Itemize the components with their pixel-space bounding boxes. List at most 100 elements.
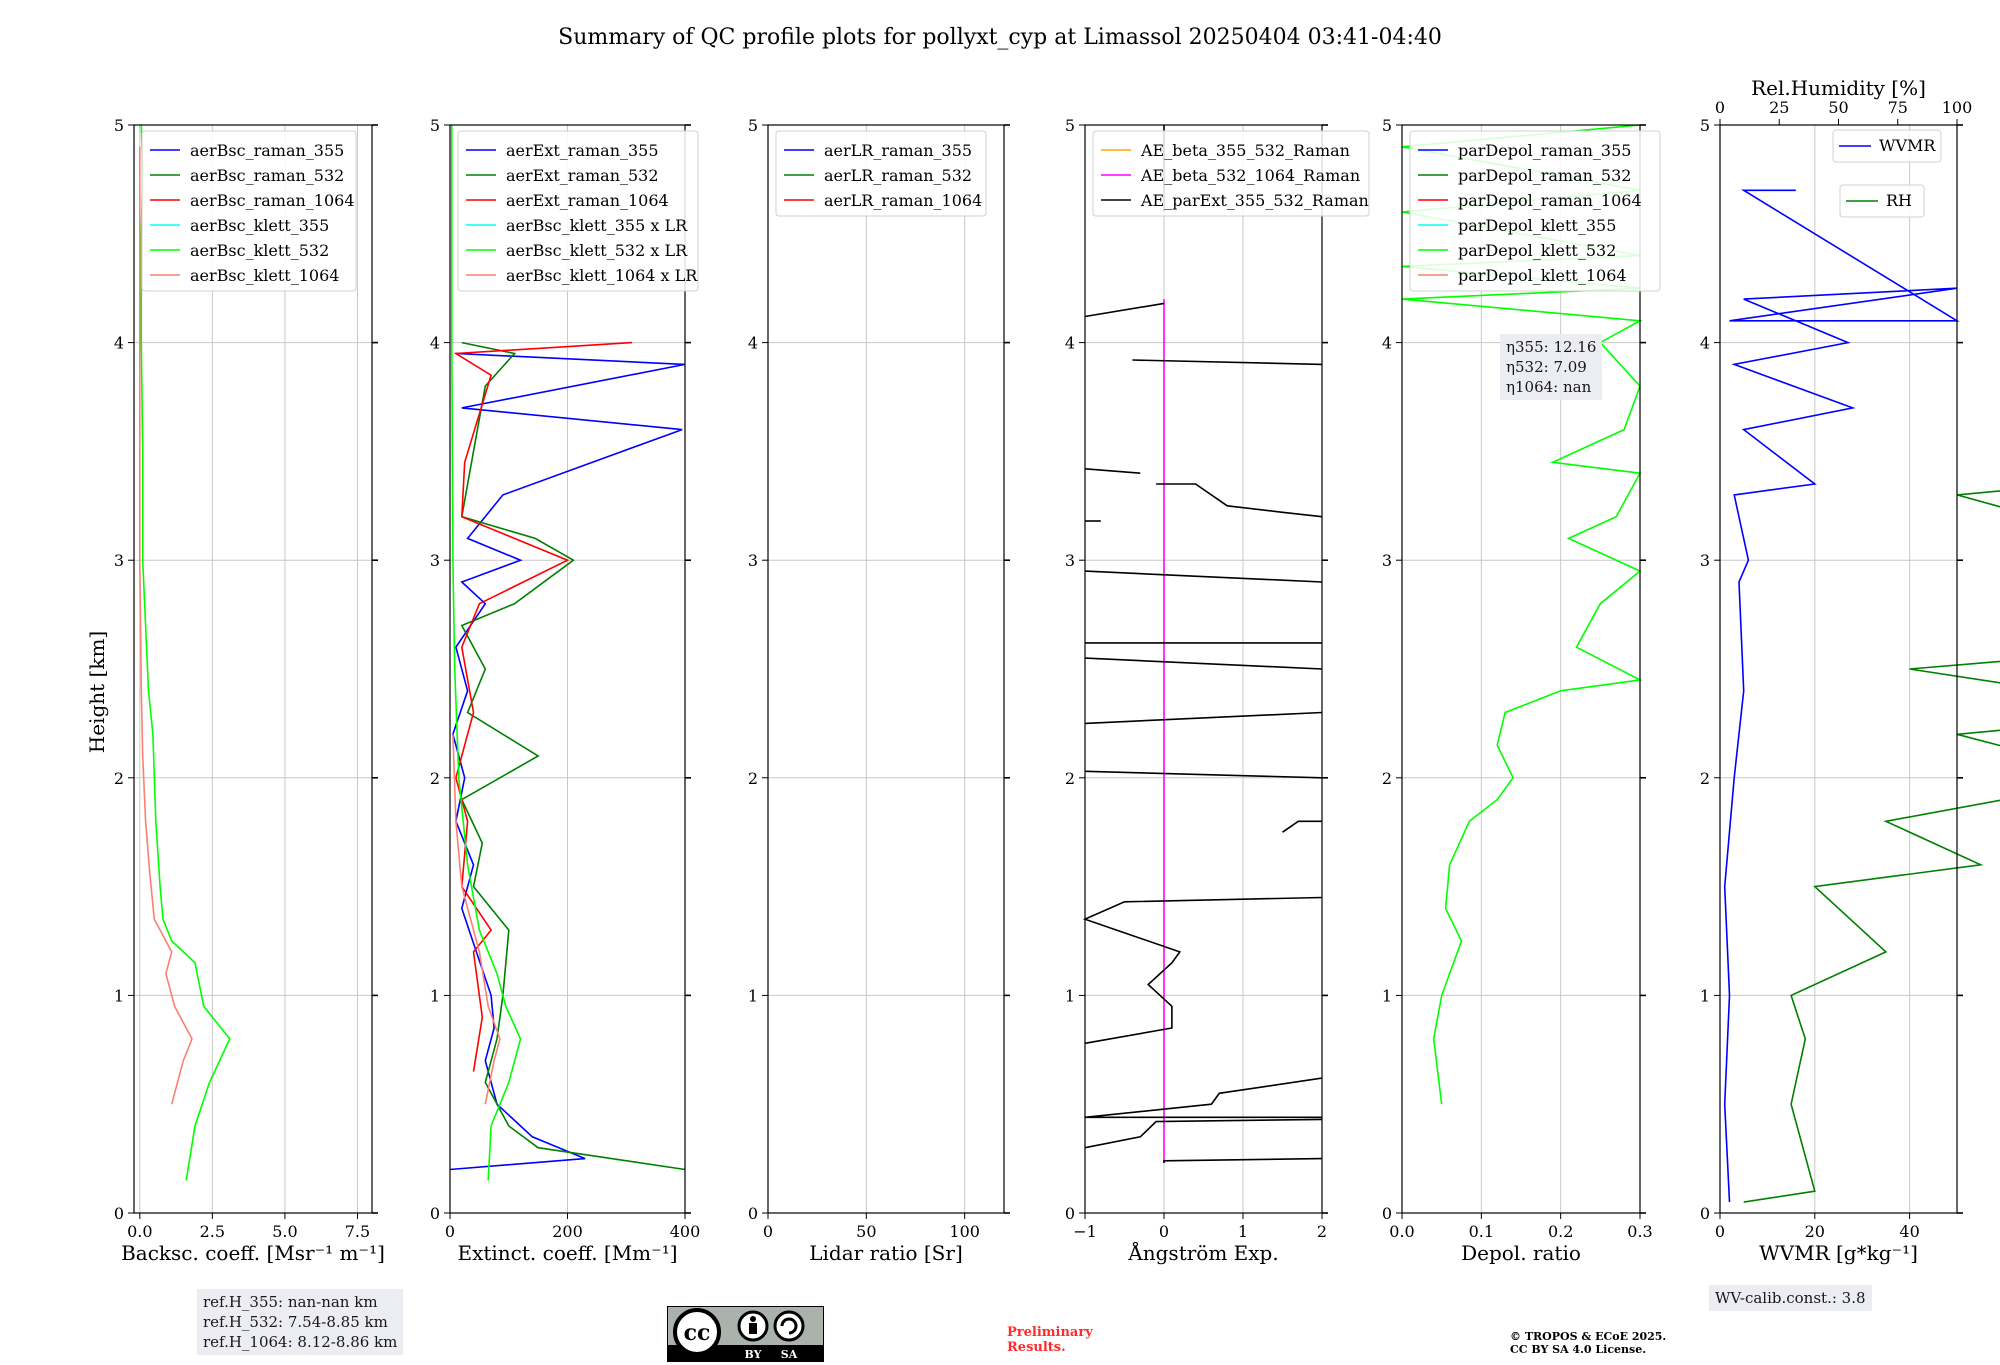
- y-tick-label: 0: [430, 1204, 440, 1223]
- panel-depol: 0.0 0.1 0.2 0.3 0 1 2 3 4 5 Depol. ratio parDepol_r…: [1382, 116, 1661, 1265]
- y-tick-label: 0: [1700, 1204, 1710, 1223]
- y-tick-label: 5: [430, 116, 440, 135]
- series-aerBsc_klett_532 x LR: [451, 125, 522, 1181]
- y-tick-label: 3: [1700, 551, 1710, 570]
- y-tick-label: 5: [748, 116, 758, 135]
- x-tick-label: 400: [670, 1222, 701, 1241]
- legend-box: parDepol_raman_355 parDepol_raman_532 parD…: [1409, 130, 1661, 292]
- series-AE_parExt_355_532_Raman: [1084, 711, 1323, 725]
- series-AE_parExt_355_532_Raman: [1082, 896, 1323, 1045]
- legend-frame: [1092, 130, 1370, 217]
- legend-label: WVMR: [1879, 136, 1936, 155]
- legend-frame: [1832, 129, 1942, 163]
- x-tick-label: 50: [856, 1222, 876, 1241]
- series-aerExt_raman_532: [460, 341, 686, 1171]
- axes-frame: [133, 124, 373, 1214]
- cc-sa-label: SA: [781, 1348, 798, 1361]
- legend-box: aerLR_raman_355 aerLR_raman_532 aerLR_rama…: [775, 130, 987, 217]
- y-tick-label: 1: [1065, 986, 1075, 1005]
- legend-label: parDepol_raman_532: [1458, 166, 1631, 185]
- series-AE_parExt_355_532_Raman: [1156, 483, 1323, 518]
- legend-label: aerBsc_raman_355: [190, 141, 344, 160]
- series-AE_parExt_355_532_Raman: [1084, 1077, 1323, 1119]
- y-tick-label: 2: [1065, 769, 1075, 788]
- y-tick-label: 0: [1382, 1204, 1392, 1223]
- y-tick-label: 5: [1065, 116, 1075, 135]
- refh-line: ref.H_1064: 8.12-8.86 km: [203, 1333, 398, 1351]
- legend-label: parDepol_klett_532: [1458, 241, 1616, 260]
- panel-bsc: 0.0 2.5 5.0 7.5 0 1 2 3 4 5 Backsc. coeff. [Msr⁻¹ …: [114, 116, 385, 1265]
- x2-tick-label: 0: [1715, 98, 1725, 117]
- legend-box: aerExt_raman_355 aerExt_raman_532 aerExt_r…: [457, 130, 699, 292]
- axes-frame: [1084, 124, 1323, 1214]
- wv-calib-text: WV-calib.const.: 3.8: [1715, 1289, 1866, 1307]
- y-tick-label: 2: [114, 769, 124, 788]
- legend-label: aerBsc_klett_532 x LR: [506, 241, 688, 260]
- figure-title: Summary of QC profile plots for pollyxt_…: [558, 25, 1442, 50]
- cc-by-label: BY: [745, 1348, 762, 1361]
- series-aerBsc_klett_1064: [139, 146, 193, 1105]
- legend-label: RH: [1886, 191, 1912, 210]
- x-tick-label: 200: [552, 1222, 583, 1241]
- y-tick-label: 5: [1700, 116, 1710, 135]
- x2-tick-label: 25: [1769, 98, 1789, 117]
- y-tick-label: 3: [1065, 551, 1075, 570]
- x-axis-label: Depol. ratio: [1461, 1241, 1581, 1265]
- sa-icon: [773, 1310, 805, 1342]
- legend-label: AE_beta_532_1064_Raman: [1140, 166, 1360, 185]
- legend-frame: [775, 130, 987, 217]
- legend-box: WVMR: [1832, 129, 1942, 163]
- refh-line: ref.H_532: 7.54-8.85 km: [203, 1313, 388, 1331]
- series-aerBsc_klett_532: [140, 124, 231, 1181]
- series-aerExt_raman_355: [449, 352, 686, 1171]
- y-tick-label: 4: [1382, 334, 1392, 353]
- legend-label: parDepol_klett_1064: [1458, 266, 1627, 285]
- x-tick-label: 0: [1159, 1222, 1169, 1241]
- x-tick-label: 0.3: [1627, 1222, 1652, 1241]
- x-tick-label: 0: [763, 1222, 773, 1241]
- series-aerExt_raman_1064: [453, 341, 633, 1072]
- eta-line: η355: 12.16: [1506, 338, 1597, 356]
- y-tick-label: 2: [1700, 769, 1710, 788]
- x-tick-label: 2: [1317, 1222, 1327, 1241]
- series-AE_parExt_355_532_Raman: [1084, 770, 1323, 779]
- refh-line: ref.H_355: nan-nan km: [203, 1293, 378, 1311]
- legend-label: aerBsc_raman_1064: [190, 191, 355, 210]
- y-tick-label: 4: [1065, 334, 1075, 353]
- legend-label: aerExt_raman_532: [506, 166, 659, 185]
- legend-frame: [1839, 184, 1925, 218]
- eta-line: η532: 7.09: [1506, 358, 1587, 376]
- legend-frame: [1409, 130, 1661, 292]
- y-tick-label: 3: [114, 551, 124, 570]
- series-AE_parExt_355_532_Raman: [1084, 570, 1323, 583]
- y-tick-label: 3: [748, 551, 758, 570]
- y-tick-label: 1: [1700, 986, 1710, 1005]
- x-tick-label: 0.0: [1389, 1222, 1414, 1241]
- preliminary-line: Preliminary: [1007, 1325, 1093, 1340]
- legend-label: aerBsc_klett_355: [190, 216, 329, 235]
- x-tick-label: 0: [1715, 1222, 1725, 1241]
- panel-lr: 0 50 100 0 1 2 3 4 5 Lidar ratio [Sr] aerLR_raman_…: [748, 116, 1010, 1265]
- legend-label: AE_parExt_355_532_Raman: [1140, 191, 1369, 210]
- x-tick-label: 0.1: [1469, 1222, 1494, 1241]
- y-tick-label: 0: [1065, 1204, 1075, 1223]
- cc-logo-icon: cc BY SA: [668, 1308, 823, 1361]
- y-tick-label: 4: [114, 334, 124, 353]
- legend-label: parDepol_raman_1064: [1458, 191, 1642, 210]
- legend-box: aerBsc_raman_355 aerBsc_raman_532 aerBsc_r…: [141, 130, 357, 292]
- x-tick-label: 100: [949, 1222, 980, 1241]
- series-AE_parExt_355_532_Raman: [1084, 302, 1165, 318]
- y-tick-label: 1: [114, 986, 124, 1005]
- y-tick-label: 3: [1382, 551, 1392, 570]
- x-tick-label: 20: [1805, 1222, 1825, 1241]
- x-axis-label: Extinct. coeff. [Mm⁻¹]: [457, 1241, 677, 1265]
- y-tick-label: 0: [114, 1204, 124, 1223]
- legend-frame: [141, 130, 357, 292]
- x-tick-label: 5.0: [272, 1222, 297, 1241]
- x2-tick-label: 100: [1942, 98, 1973, 117]
- x2-tick-label: 75: [1888, 98, 1908, 117]
- axes-frame: [767, 124, 1005, 1214]
- axes-frame: [1401, 124, 1641, 1214]
- x-tick-label: 0.0: [127, 1222, 152, 1241]
